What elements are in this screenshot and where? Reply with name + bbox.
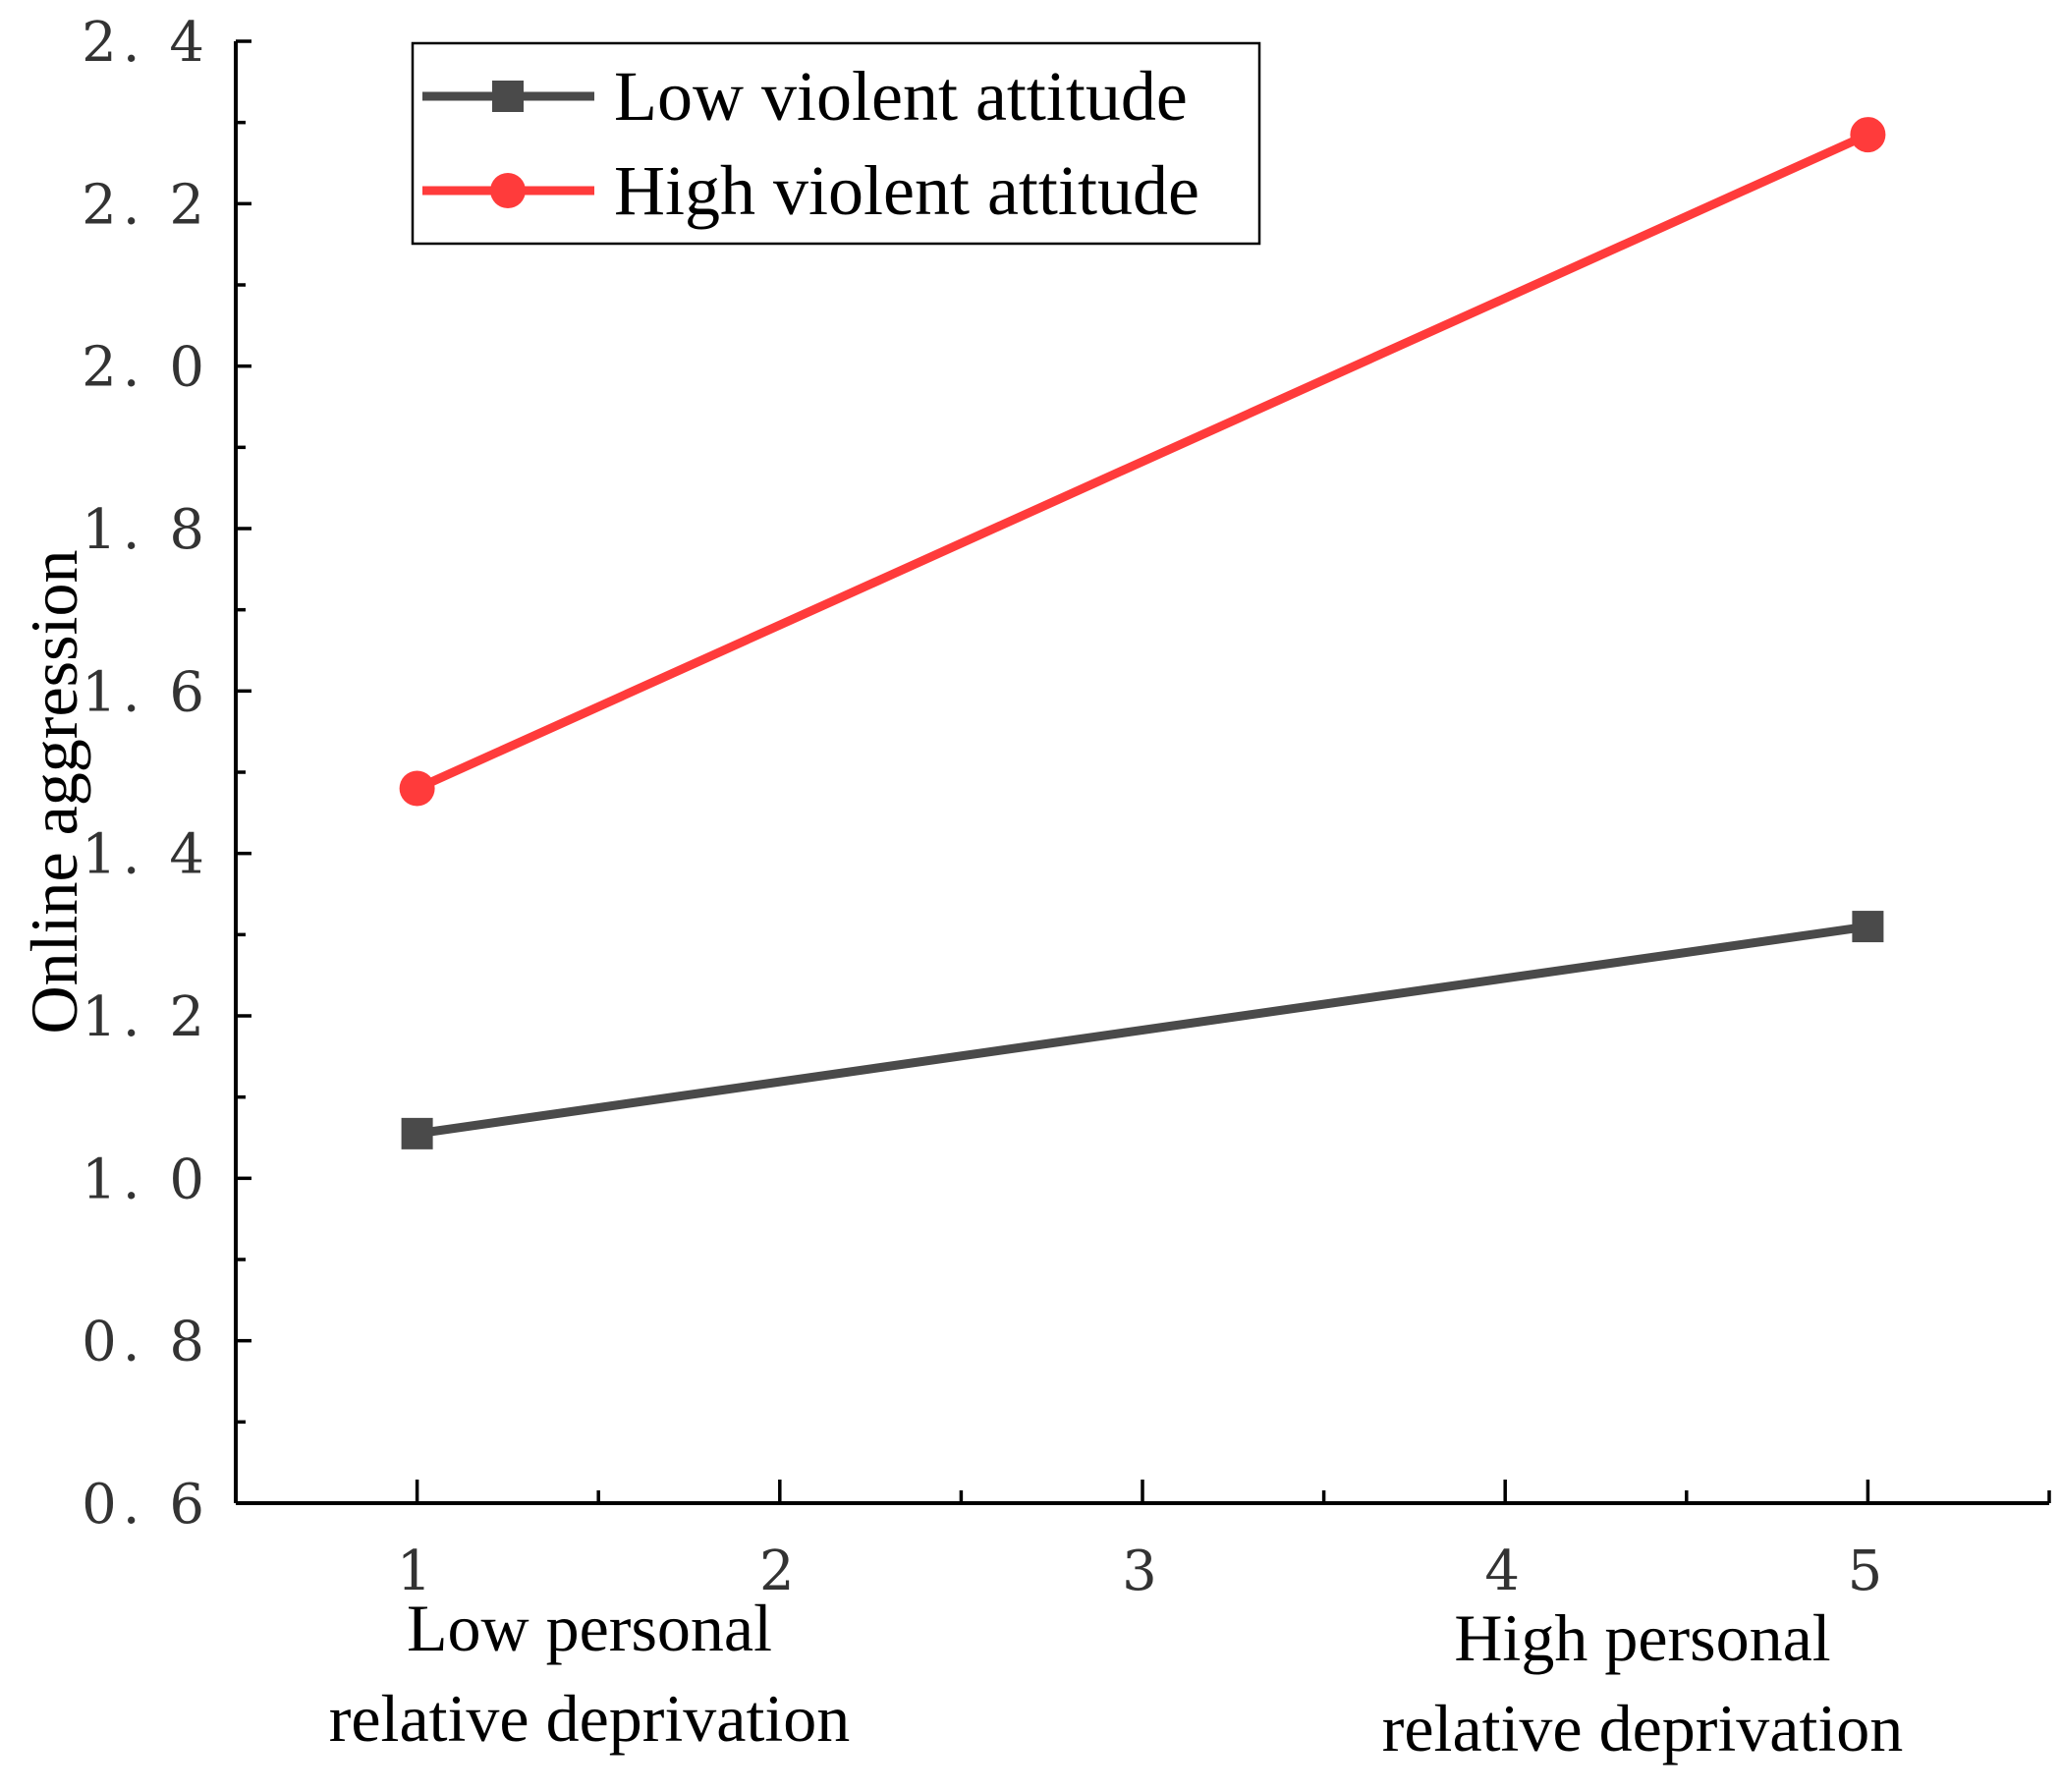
x-tick-label: 1	[397, 1540, 438, 1603]
y-tick-label: 0. 6	[82, 1473, 210, 1537]
legend-marker-low	[492, 81, 524, 112]
y-tick-label: 0. 8	[82, 1311, 210, 1374]
x-label-low: relative deprivation	[329, 1681, 851, 1756]
y-axis-title: Online aggression	[17, 550, 91, 1035]
legend-marker-high	[490, 173, 526, 208]
x-tick-label: 2	[759, 1540, 801, 1603]
series-line-low	[413, 922, 1872, 1139]
data-point-high	[399, 770, 435, 807]
x-tick-label: 5	[1848, 1540, 1889, 1603]
y-tick-label: 2. 2	[82, 173, 210, 237]
legend-frame	[411, 41, 1261, 246]
y-tick-label: 1. 0	[82, 1148, 210, 1211]
data-point-high	[1850, 117, 1886, 153]
series-line-high	[413, 130, 1872, 794]
x-label-low: Low personal	[407, 1591, 772, 1665]
legend-label-high: High violent attitude	[614, 151, 1199, 230]
y-tick-label: 1. 4	[82, 823, 210, 887]
x-tick-label: 4	[1484, 1540, 1526, 1603]
legend-label-low: Low violent attitude	[614, 57, 1188, 136]
x-label-high: relative deprivation	[1382, 1691, 1904, 1765]
ticks: 0. 6 0. 8 1. 0 1. 2 1. 4 1. 6 1. 8 2. 0 2. 2 2. 4…	[82, 11, 2051, 1603]
y-tick-label: 1. 8	[82, 498, 210, 562]
data-point-low	[401, 1117, 433, 1149]
series-group	[399, 117, 1886, 1149]
y-tick-label: 1. 2	[82, 985, 210, 1049]
legend: Low violent attitude High violent attitud…	[411, 41, 1261, 246]
axes	[234, 41, 2049, 1505]
x-tick-label: 3	[1122, 1540, 1163, 1603]
y-tick-label: 2. 4	[82, 11, 210, 75]
x-label-high: High personal	[1454, 1600, 1830, 1675]
y-tick-label: 1. 6	[82, 660, 210, 724]
axis-titles: Online aggression Low personal relative de…	[17, 550, 1903, 1765]
y-tick-label: 2. 0	[82, 336, 210, 400]
data-point-low	[1852, 911, 1884, 943]
